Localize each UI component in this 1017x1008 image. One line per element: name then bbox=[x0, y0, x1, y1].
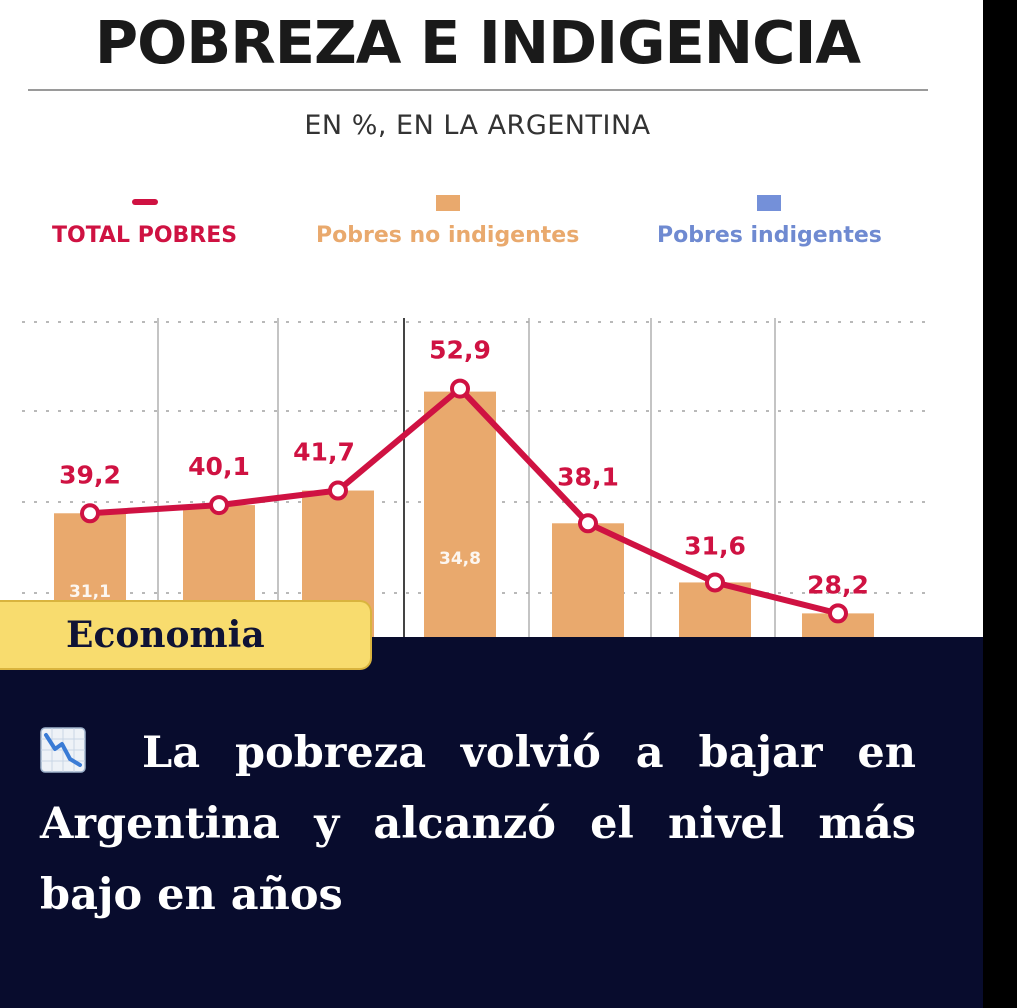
total-pobres-point-3 bbox=[450, 378, 470, 399]
chart-subtitle: EN %, EN LA ARGENTINA bbox=[304, 110, 651, 141]
infographic-card: POBREZA E INDIGENCIA EN %, EN LA ARGENTI… bbox=[0, 0, 983, 1008]
total-pobres-point-1 bbox=[209, 495, 229, 516]
total-pobres-label-0: 39,2 bbox=[59, 460, 121, 489]
bar-value-label-3: 34,8 bbox=[439, 549, 481, 569]
chart-decreasing-icon bbox=[40, 727, 86, 773]
legend-line-swatch bbox=[131, 199, 158, 205]
total-pobres-point-4 bbox=[578, 513, 598, 534]
legend-total-pobres: TOTAL POBRES bbox=[52, 195, 237, 248]
legend-total-label: TOTAL POBRES bbox=[52, 223, 238, 248]
poverty-chart: 31,1 34,8 39,2 40,1 41,7 52,9 38,1 31,6 28,2 bbox=[22, 318, 930, 640]
headline-panel[interactable]: La pobreza volvió a bajar en Argentina y… bbox=[0, 637, 983, 1008]
total-pobres-label-6: 28,2 bbox=[807, 570, 869, 599]
total-pobres-point-5 bbox=[705, 572, 725, 593]
legend-bar-swatch-indigentes bbox=[757, 195, 782, 211]
page-title: POBREZA E INDIGENCIA bbox=[94, 8, 861, 77]
bar-no-indigentes-3 bbox=[424, 391, 496, 640]
total-pobres-label-1: 40,1 bbox=[188, 452, 250, 481]
total-pobres-label-2: 41,7 bbox=[293, 438, 355, 467]
title-divider bbox=[28, 89, 928, 91]
bar-value-label-0: 31,1 bbox=[69, 582, 111, 602]
total-pobres-label-3: 52,9 bbox=[429, 336, 491, 365]
headline[interactable]: La pobreza volvió a bajar en Argentina y… bbox=[40, 718, 916, 931]
total-pobres-label-4: 38,1 bbox=[557, 462, 619, 491]
total-pobres-point-6 bbox=[828, 603, 848, 624]
legend-bar-swatch-no-indigentes bbox=[435, 195, 460, 211]
category-tag[interactable]: Economia bbox=[0, 600, 372, 670]
total-pobres-point-0 bbox=[80, 503, 100, 524]
total-pobres-point-2 bbox=[328, 480, 348, 501]
headline-text: La pobreza volvió a bajar en Argentina y… bbox=[40, 728, 916, 920]
total-pobres-label-5: 31,6 bbox=[684, 531, 746, 560]
legend-no-indigentes-label: Pobres no indigentes bbox=[316, 223, 580, 248]
legend-pobres-no-indigentes: Pobres no indigentes bbox=[316, 195, 579, 248]
legend-pobres-indigentes: Pobres indigentes bbox=[657, 195, 882, 248]
bar-no-indigentes-4 bbox=[552, 523, 624, 640]
legend-indigentes-label: Pobres indigentes bbox=[657, 223, 882, 248]
